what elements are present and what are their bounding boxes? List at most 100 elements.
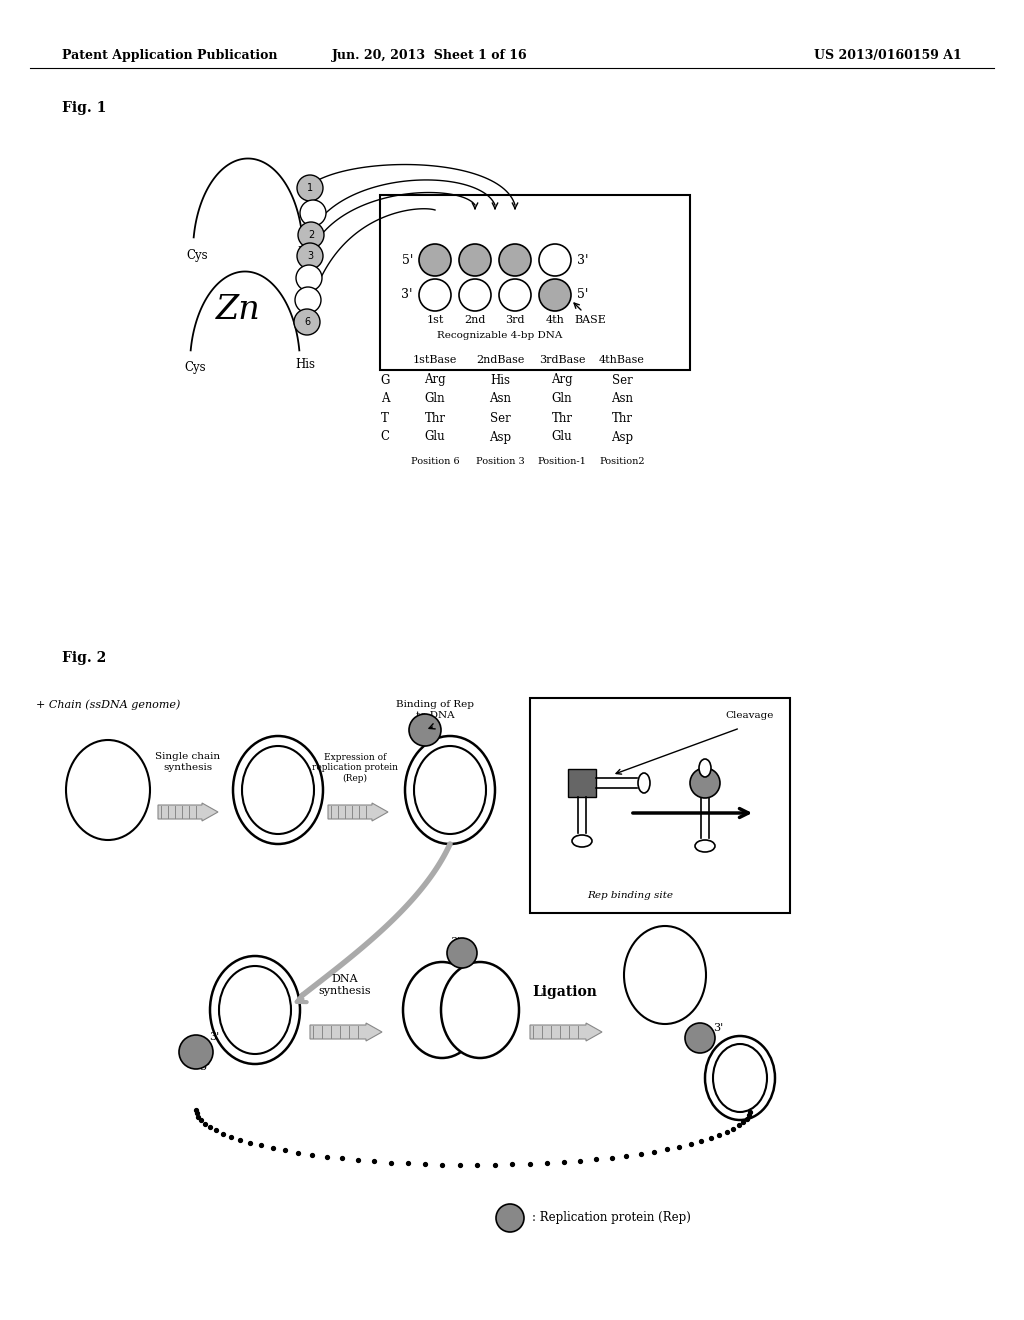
Text: T: T <box>381 412 389 425</box>
Circle shape <box>447 939 477 968</box>
FancyArrow shape <box>158 803 218 821</box>
Ellipse shape <box>638 774 650 793</box>
Text: Ser: Ser <box>489 412 510 425</box>
Ellipse shape <box>66 741 150 840</box>
Text: Arg: Arg <box>424 374 445 387</box>
Text: A: A <box>381 392 389 405</box>
Text: Fig. 2: Fig. 2 <box>62 651 106 665</box>
Text: Thr: Thr <box>552 412 572 425</box>
Text: 3': 3' <box>209 1032 219 1041</box>
Circle shape <box>539 244 571 276</box>
Text: 2ndBase: 2ndBase <box>476 355 524 366</box>
Text: Cys: Cys <box>186 248 208 261</box>
Text: 1stBase: 1stBase <box>413 355 457 366</box>
Circle shape <box>419 244 451 276</box>
Circle shape <box>419 279 451 312</box>
Text: Rep binding site: Rep binding site <box>587 891 673 899</box>
Ellipse shape <box>699 759 711 777</box>
Text: Thr: Thr <box>425 412 445 425</box>
Text: Cleavage: Cleavage <box>726 711 774 721</box>
Ellipse shape <box>219 966 291 1053</box>
Text: Asn: Asn <box>611 392 633 405</box>
Text: 4th: 4th <box>546 315 564 325</box>
Text: 3': 3' <box>713 1023 723 1034</box>
Text: 1st: 1st <box>426 315 443 325</box>
Text: 3rd: 3rd <box>505 315 524 325</box>
Text: Cys: Cys <box>184 360 206 374</box>
Text: Arg: Arg <box>551 374 572 387</box>
Circle shape <box>179 1035 213 1069</box>
Text: + Chain (ssDNA genome): + Chain (ssDNA genome) <box>36 700 180 710</box>
Text: Jun. 20, 2013  Sheet 1 of 16: Jun. 20, 2013 Sheet 1 of 16 <box>332 49 527 62</box>
Text: : Replication protein (Rep): : Replication protein (Rep) <box>532 1212 691 1225</box>
Text: Expression of
replication protein
(Rep): Expression of replication protein (Rep) <box>312 752 398 783</box>
Text: 1: 1 <box>307 183 313 193</box>
Text: Position 6: Position 6 <box>411 458 460 466</box>
Ellipse shape <box>414 746 486 834</box>
Circle shape <box>295 286 321 313</box>
Bar <box>530 698 790 913</box>
Bar <box>380 195 690 370</box>
Text: 3': 3' <box>401 289 413 301</box>
Text: US 2013/0160159 A1: US 2013/0160159 A1 <box>814 49 962 62</box>
Ellipse shape <box>713 1044 767 1111</box>
Text: 6: 6 <box>304 317 310 327</box>
Text: Glu: Glu <box>552 430 572 444</box>
Ellipse shape <box>441 962 519 1059</box>
Text: 3rdBase: 3rdBase <box>539 355 586 366</box>
Text: Ser: Ser <box>611 374 633 387</box>
Ellipse shape <box>233 737 323 843</box>
Text: Gln: Gln <box>552 392 572 405</box>
Circle shape <box>298 222 324 248</box>
Text: C: C <box>381 430 389 444</box>
Circle shape <box>409 714 441 746</box>
Ellipse shape <box>210 956 300 1064</box>
Circle shape <box>459 279 490 312</box>
FancyArrow shape <box>328 803 388 821</box>
Text: Thr: Thr <box>611 412 633 425</box>
Text: Fig. 1: Fig. 1 <box>62 102 106 115</box>
Text: Patent Application Publication: Patent Application Publication <box>62 49 278 62</box>
Text: Single chain
synthesis: Single chain synthesis <box>156 752 220 772</box>
Circle shape <box>499 279 531 312</box>
Text: 5': 5' <box>200 1063 210 1072</box>
Text: Glu: Glu <box>425 430 445 444</box>
Circle shape <box>496 1204 524 1232</box>
Text: 3: 3 <box>307 251 313 261</box>
Text: His: His <box>297 246 317 259</box>
Text: Gln: Gln <box>425 392 445 405</box>
Text: BASE: BASE <box>574 315 606 325</box>
Circle shape <box>300 201 326 226</box>
Circle shape <box>690 768 720 799</box>
Text: His: His <box>295 359 315 371</box>
Circle shape <box>294 309 319 335</box>
Bar <box>568 770 596 797</box>
Text: Position 3: Position 3 <box>475 458 524 466</box>
FancyArrow shape <box>530 1023 602 1041</box>
Ellipse shape <box>242 746 314 834</box>
Text: Asp: Asp <box>488 430 511 444</box>
Ellipse shape <box>695 840 715 851</box>
Circle shape <box>459 244 490 276</box>
Ellipse shape <box>624 927 706 1024</box>
Text: 4thBase: 4thBase <box>599 355 645 366</box>
Text: 5': 5' <box>401 253 413 267</box>
Text: 5': 5' <box>577 289 589 301</box>
Text: Asp: Asp <box>611 430 633 444</box>
Text: 3': 3' <box>450 937 460 946</box>
Ellipse shape <box>403 962 481 1059</box>
Text: Zn: Zn <box>216 294 260 326</box>
Text: His: His <box>490 374 510 387</box>
Ellipse shape <box>406 737 495 843</box>
Text: Position-1: Position-1 <box>538 458 587 466</box>
Text: Asn: Asn <box>489 392 511 405</box>
Text: DNA
synthesis: DNA synthesis <box>318 974 372 995</box>
Text: Ligation: Ligation <box>532 985 597 999</box>
Circle shape <box>297 243 323 269</box>
Circle shape <box>296 265 322 290</box>
Text: 3': 3' <box>577 253 589 267</box>
Text: Binding of Rep
to DNA: Binding of Rep to DNA <box>396 701 474 719</box>
Circle shape <box>539 279 571 312</box>
Circle shape <box>685 1023 715 1053</box>
FancyArrow shape <box>310 1023 382 1041</box>
